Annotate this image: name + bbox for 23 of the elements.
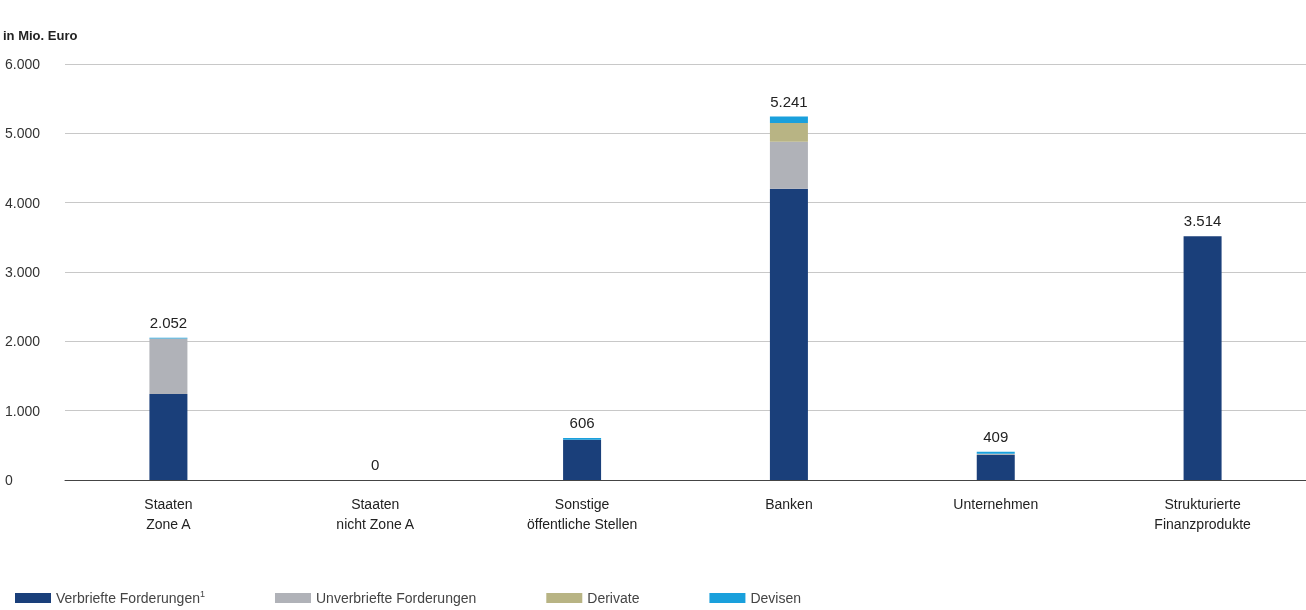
legend-label: Derivate <box>587 590 640 606</box>
total-label: 2.052 <box>149 313 188 331</box>
y-axis-title: in Mio. Euro <box>3 28 78 43</box>
x-tick-label: Unternehmen <box>953 496 1039 512</box>
y-tick-label: 4.000 <box>5 194 41 211</box>
total-label: 5.241 <box>770 92 808 110</box>
x-tick-label: Staaten nicht Zone A <box>336 496 415 532</box>
total-label: 409 <box>983 427 1009 445</box>
y-tick-label: 6.000 <box>5 56 41 72</box>
y-tick-label: 2.000 <box>5 333 41 350</box>
y-tick-label: 3.000 <box>5 264 41 280</box>
y-tick-label: 5.000 <box>5 125 41 142</box>
total-label: 606 <box>569 413 595 431</box>
y-tick-label: 0 <box>5 472 13 488</box>
x-tick-label: Staaten Zone A <box>144 496 193 532</box>
total-label: 3.514 <box>1183 212 1222 230</box>
x-tick-label: Banken <box>765 496 813 512</box>
total-label: 0 <box>371 456 380 473</box>
y-tick-label: 1.000 <box>5 402 41 419</box>
legend-label: Unverbriefte Forderungen <box>315 590 477 606</box>
x-tick-label: Sonstige öffentliche Stellen <box>526 496 638 532</box>
x-tick-label: Strukturierte Finanzprodukte <box>1154 496 1252 532</box>
legend-label: Devisen <box>750 590 802 606</box>
